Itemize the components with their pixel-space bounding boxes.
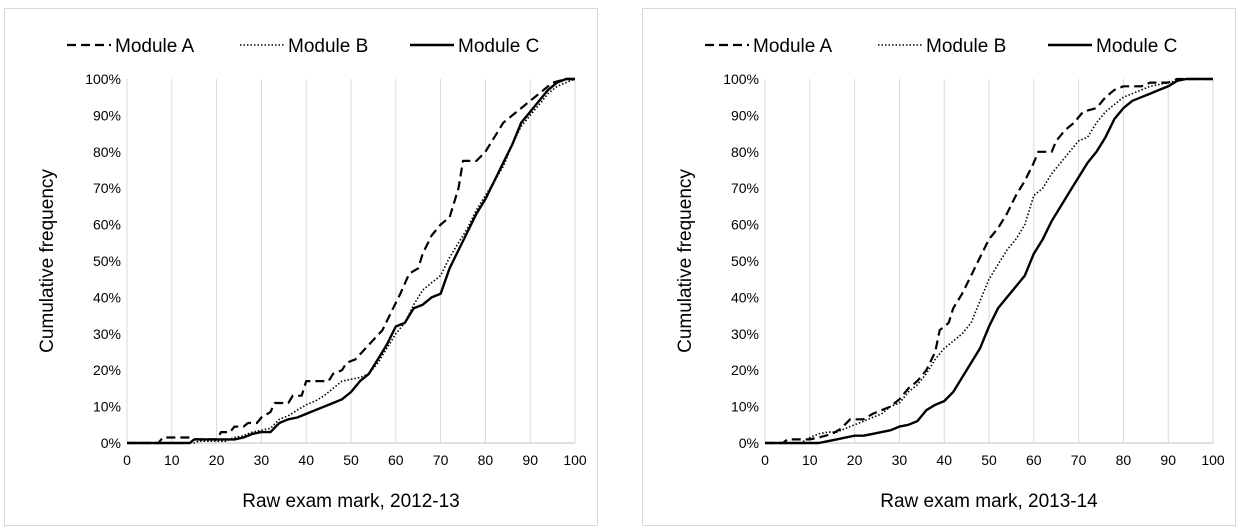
x-tick-label: 70 (1071, 452, 1087, 468)
legend-label: Module C (458, 36, 539, 57)
y-tick-label: 100% (723, 71, 759, 87)
x-tick-label: 20 (209, 452, 225, 468)
y-tick-label: 40% (731, 289, 759, 305)
y-tick-label: 60% (93, 217, 121, 233)
x-tick-label: 60 (1026, 452, 1042, 468)
y-axis-title: Cumulative frequency (37, 169, 58, 353)
x-tick-label: 60 (388, 452, 404, 468)
chart-panel-2012-13: 0% 10% 20% 30% 40% 50% 60% 70% 80% 90% 100% 0 10 20 30… (4, 8, 598, 526)
y-tick-label: 10% (731, 399, 759, 415)
y-tick-label: 50% (731, 253, 759, 269)
x-tick-label: 50 (343, 452, 359, 468)
y-tick-label: 70% (93, 180, 121, 196)
y-tick-label: 0% (739, 435, 759, 451)
x-tick-label: 0 (123, 452, 131, 468)
y-tick-label: 100% (85, 71, 121, 87)
x-tick-label: 90 (522, 452, 538, 468)
x-tick-label: 100 (1201, 452, 1225, 468)
x-tick-label: 40 (298, 452, 314, 468)
y-tick-label: 90% (731, 107, 759, 123)
x-tick-label: 40 (936, 452, 952, 468)
x-tick-label: 80 (478, 452, 494, 468)
y-tick-label: 70% (731, 180, 759, 196)
y-tick-label: 80% (93, 144, 121, 160)
y-tick-label: 10% (93, 399, 121, 415)
x-tick-label: 20 (847, 452, 863, 468)
y-tick-label: 20% (93, 362, 121, 378)
legend-label: Module A (115, 36, 195, 57)
x-tick-label: 30 (254, 452, 270, 468)
series-line-module-a (765, 77, 1213, 445)
legend-label: Module B (288, 36, 368, 57)
x-tick-label: 50 (981, 452, 997, 468)
y-tick-label: 30% (93, 326, 121, 342)
x-tick-label: 10 (164, 452, 180, 468)
y-tick-label: 80% (731, 144, 759, 160)
chart-panel-2013-14: 0% 10% 20% 30% 40% 50% 60% 70% 80% 90% 100% 0 10 20 30… (642, 8, 1236, 526)
series-line-module-c (765, 77, 1213, 445)
x-axis-title: Raw exam mark, 2013-14 (880, 491, 1098, 512)
series-line-module-a (127, 77, 575, 445)
y-tick-label: 50% (93, 253, 121, 269)
x-tick-label: 90 (1160, 452, 1176, 468)
x-tick-label: 100 (563, 452, 587, 468)
y-tick-label: 60% (731, 217, 759, 233)
series-line-module-b (765, 78, 1213, 444)
x-tick-label: 30 (892, 452, 908, 468)
y-tick-label: 30% (731, 326, 759, 342)
x-tick-label: 10 (802, 452, 818, 468)
legend-label: Module C (1096, 36, 1177, 57)
cdf-chart-2012-13: 0% 10% 20% 30% 40% 50% 60% 70% 80% 90% 100% 0 10 20 30… (37, 36, 587, 512)
x-axis-title: Raw exam mark, 2012-13 (242, 491, 460, 512)
legend-label: Module B (926, 36, 1006, 57)
series-line-module-c (127, 77, 575, 445)
legend-label: Module A (753, 36, 833, 57)
y-tick-label: 0% (101, 435, 121, 451)
y-axis-title: Cumulative frequency (675, 169, 696, 353)
x-tick-label: 80 (1116, 452, 1132, 468)
y-tick-label: 90% (93, 107, 121, 123)
y-tick-label: 20% (731, 362, 759, 378)
x-tick-label: 70 (433, 452, 449, 468)
y-tick-label: 40% (93, 289, 121, 305)
x-tick-label: 0 (761, 452, 769, 468)
cdf-chart-2013-14: 0% 10% 20% 30% 40% 50% 60% 70% 80% 90% 100% 0 10 20 30… (675, 36, 1225, 512)
